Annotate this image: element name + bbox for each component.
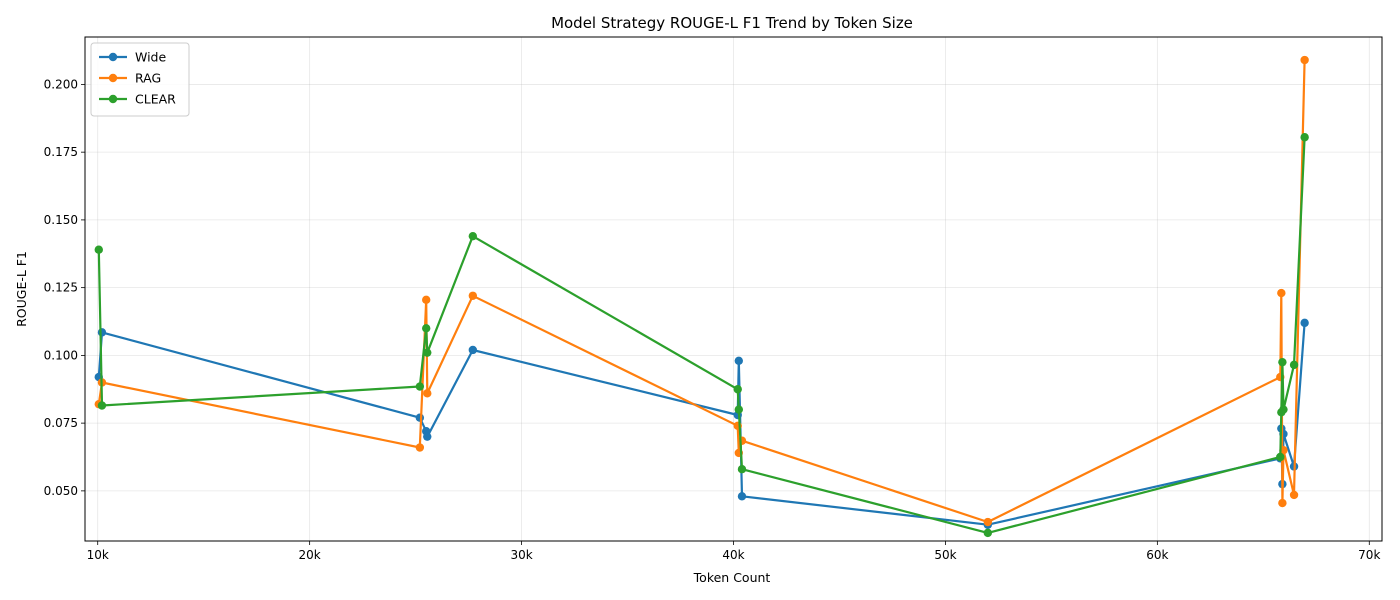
legend: Wide RAG CLEAR [90, 42, 190, 117]
legend-label: RAG [135, 71, 161, 86]
legend-item-wide: Wide [99, 50, 166, 65]
data-point-rag [1300, 55, 1309, 65]
data-point-rag [1278, 498, 1287, 508]
data-point-clear [468, 231, 478, 241]
y-tick-label: 0.075 [44, 416, 78, 430]
x-tick-label: 60k [1146, 548, 1168, 562]
data-point-clear [415, 382, 425, 391]
data-point-rag [983, 517, 993, 527]
data-point-wide [737, 492, 747, 501]
data-point-rag [415, 443, 425, 452]
legend-item-rag: RAG [99, 71, 161, 86]
y-tick-label: 0.125 [44, 281, 78, 295]
data-point-rag [468, 291, 478, 300]
data-point-clear [734, 405, 743, 414]
data-point-rag [1277, 288, 1286, 298]
x-tick-label: 20k [299, 548, 321, 562]
data-point-clear [94, 245, 103, 254]
y-tick-label: 0.175 [44, 145, 78, 159]
x-tick-label: 70k [1358, 548, 1380, 562]
data-point-rag [422, 295, 431, 305]
data-point-clear [1300, 133, 1309, 142]
data-point-rag [1289, 490, 1299, 500]
data-point-clear [733, 385, 742, 394]
y-tick-label: 0.150 [44, 213, 78, 227]
data-point-rag [737, 436, 747, 445]
data-point-wide [1300, 318, 1309, 328]
x-tick-label: 30k [510, 548, 532, 562]
data-point-wide [734, 356, 743, 366]
series-line-clear [97, 137, 1306, 535]
data-point-wide [415, 413, 425, 422]
legend-swatch-marker [108, 52, 118, 62]
data-point-clear [983, 528, 993, 538]
data-point-clear [422, 324, 431, 333]
legend-swatch-marker [108, 73, 118, 83]
y-tick-label: 0.200 [44, 77, 78, 91]
x-tick-label: 40k [722, 548, 744, 562]
data-point-clear [1276, 452, 1285, 462]
series-clear [94, 133, 1309, 538]
data-point-clear [737, 464, 747, 474]
data-point-clear [1278, 357, 1287, 367]
grid-layer [85, 37, 1382, 541]
y-tick-label: 0.050 [44, 484, 78, 498]
data-point-wide [423, 432, 432, 441]
series-layer [94, 55, 1309, 538]
data-point-clear [97, 401, 107, 410]
legend-item-clear: CLEAR [99, 92, 176, 107]
data-point-wide [468, 345, 478, 355]
tick-layer: 10k 20k 30k 40k 50k 60k 70k 0.050 0.075 0.100 0.12… [44, 77, 1381, 562]
data-point-clear [1279, 405, 1288, 414]
x-tick-label: 10k [87, 548, 109, 562]
data-point-wide [97, 328, 107, 337]
legend-swatch-marker [108, 94, 118, 104]
x-tick-label: 50k [934, 548, 956, 562]
chart-title: Model Strategy ROUGE-L F1 Trend by Token… [551, 14, 913, 32]
y-axis-title: ROUGE-L F1 [14, 251, 29, 327]
data-point-clear [1289, 360, 1299, 370]
x-axis-title: Token Count [693, 570, 771, 585]
y-tick-label: 0.100 [44, 348, 78, 362]
data-point-clear [423, 348, 432, 357]
data-point-rag [423, 389, 432, 398]
legend-label: CLEAR [135, 92, 176, 107]
legend-label: Wide [135, 50, 166, 65]
